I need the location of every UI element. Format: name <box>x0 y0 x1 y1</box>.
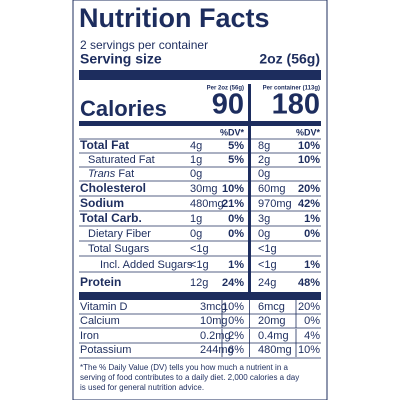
servings: 2 servings per container <box>80 38 208 52</box>
footnote: serving of food contributes to a daily d… <box>80 373 299 382</box>
daily-value: 2% <box>228 330 244 342</box>
amount: <1g <box>258 243 277 255</box>
nutrient-name-italic: Trans <box>88 168 116 180</box>
amount: 3g <box>258 213 270 225</box>
nutrient-name: Sodium <box>80 196 124 210</box>
daily-value: 4% <box>304 330 320 342</box>
amount: 1g <box>190 213 202 225</box>
daily-value: 42% <box>298 198 320 210</box>
nutrient-name: Total Fat <box>80 138 129 152</box>
nutrient-name: Vitamin D <box>80 301 128 313</box>
daily-value: 24% <box>222 277 244 289</box>
amount: 3mcg <box>200 301 227 313</box>
dv-header: %DV* <box>296 127 321 137</box>
nutrient-name: Cholesterol <box>80 181 146 195</box>
nutrient-name: Dietary Fiber <box>88 228 151 240</box>
daily-value: 10% <box>222 301 244 313</box>
nutrient-name: Iron <box>80 330 99 342</box>
daily-value: 0% <box>228 213 244 225</box>
thick-bar <box>79 292 321 300</box>
daily-value: 21% <box>222 198 244 210</box>
dv-header: %DV* <box>220 127 245 137</box>
daily-value: 5% <box>228 140 244 152</box>
thick-bar <box>79 70 321 80</box>
calories-value: 180 <box>272 89 320 121</box>
column-divider <box>248 84 251 292</box>
daily-value: 10% <box>298 140 320 152</box>
footnote: is used for general nutrition advice. <box>80 383 204 392</box>
amount: 24g <box>258 277 276 289</box>
daily-value: 0% <box>304 228 320 240</box>
calories-value: 90 <box>212 89 244 121</box>
amount: 6mcg <box>258 301 285 313</box>
amount: 480mg <box>258 344 292 356</box>
amount: 1g <box>190 154 202 166</box>
daily-value: 1% <box>228 259 244 271</box>
serving-size-label: Serving size <box>80 51 162 67</box>
amount: 0g <box>258 228 270 240</box>
daily-value: 0% <box>228 228 244 240</box>
amount: <1g <box>190 259 209 271</box>
nutrient-name: Trans Fat <box>88 168 134 180</box>
amount: 480mg <box>190 198 224 210</box>
column-header: Per container (113g) <box>263 86 320 92</box>
daily-value: 1% <box>304 213 320 225</box>
daily-value: 0% <box>228 315 244 327</box>
amount: 30mg <box>190 183 218 195</box>
calories-label: Calories <box>80 96 167 121</box>
nutrient-name: Calcium <box>80 315 120 327</box>
daily-value: 48% <box>298 277 320 289</box>
amount: 0.2mg <box>200 330 231 342</box>
nutrient-name: Protein <box>80 275 121 289</box>
daily-value: 5% <box>228 154 244 166</box>
amount: 0.4mg <box>258 330 289 342</box>
daily-value: 1% <box>304 259 320 271</box>
column-header: Per 2oz (56g) <box>207 86 244 92</box>
amount: 244mg <box>200 344 234 356</box>
daily-value: 0% <box>304 315 320 327</box>
amount: 4g <box>190 140 202 152</box>
amount: 10mg <box>200 315 228 327</box>
amount: 970mg <box>258 198 292 210</box>
daily-value: 6% <box>228 344 244 356</box>
amount: 20mg <box>258 315 286 327</box>
amount: 2g <box>258 154 270 166</box>
serving-size: 2oz (56g) <box>259 51 320 67</box>
amount: 0g <box>190 228 202 240</box>
amount: 0g <box>190 168 202 180</box>
daily-value: 20% <box>298 183 320 195</box>
daily-value: 20% <box>298 301 320 313</box>
amount: 60mg <box>258 183 286 195</box>
label-border <box>72 0 328 401</box>
nutrient-name: Incl. Added Sugars <box>100 259 193 271</box>
nutrient-name: Potassium <box>80 344 131 356</box>
daily-value: 10% <box>298 154 320 166</box>
nutrient-name: Saturated Fat <box>88 154 155 166</box>
amount: <1g <box>258 259 277 271</box>
amount: 12g <box>190 277 208 289</box>
daily-value: 10% <box>222 183 244 195</box>
nutrient-name-rest: Fat <box>118 168 134 180</box>
nutrient-name: Total Sugars <box>88 243 150 255</box>
title: Nutrition Facts <box>79 3 270 33</box>
medium-bar <box>79 121 321 126</box>
amount: 8g <box>258 140 270 152</box>
amount: 0g <box>258 168 270 180</box>
daily-value: 10% <box>298 344 320 356</box>
footnote: *The % Daily Value (DV) tells you how mu… <box>80 363 288 372</box>
amount: <1g <box>190 243 209 255</box>
nutrient-name: Total Carb. <box>80 211 142 225</box>
